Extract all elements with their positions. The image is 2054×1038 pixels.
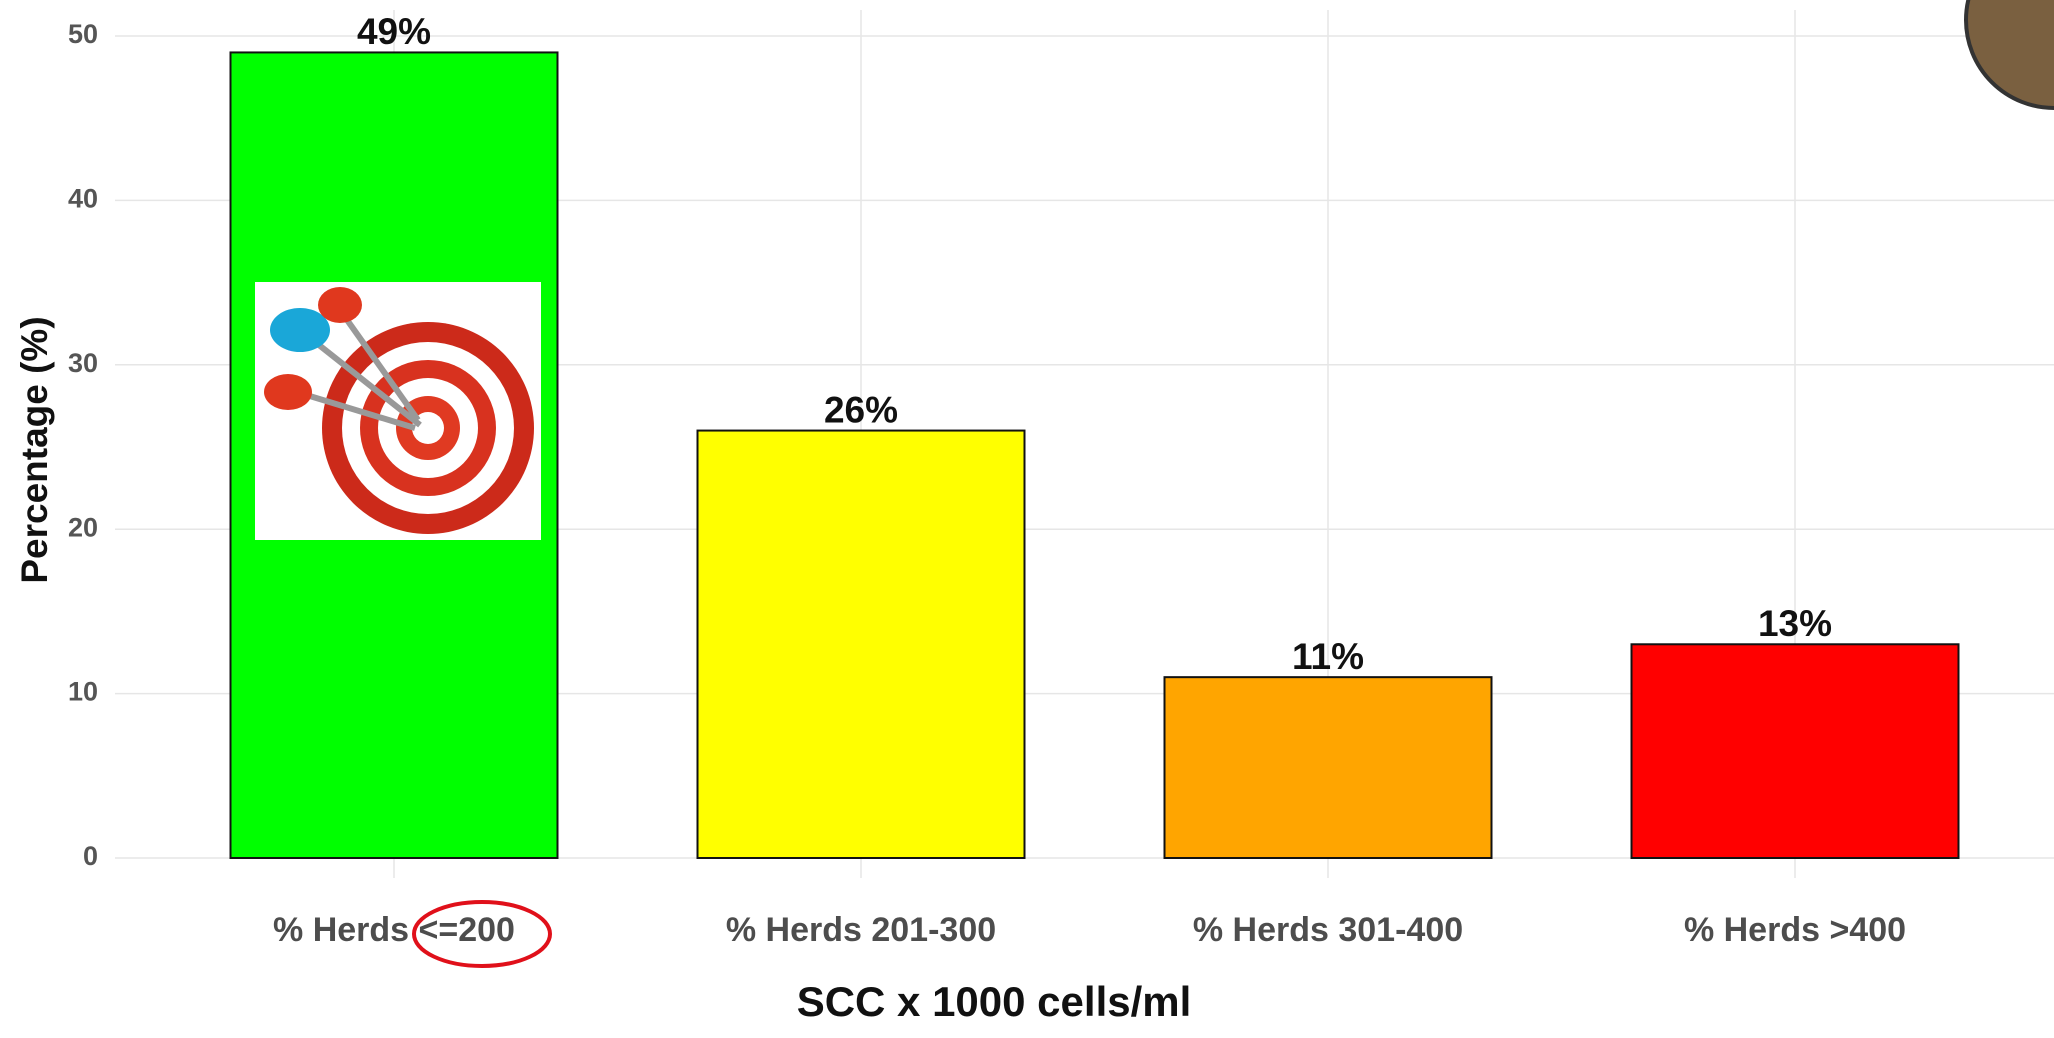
value-label: 11% <box>1292 636 1364 677</box>
x-tick-label: % Herds >400 <box>1684 911 1906 949</box>
value-label: 26% <box>824 389 898 430</box>
bar <box>1163 676 1493 859</box>
value-label: 49% <box>357 11 431 52</box>
y-tick-label: 40 <box>68 184 98 214</box>
bar <box>1630 643 1960 860</box>
corner-image <box>1964 0 2054 110</box>
y-tick-label: 30 <box>68 348 98 378</box>
x-axis-label: SCC x 1000 cells/ml <box>797 978 1192 1025</box>
x-tick-label: % Herds 201-300 <box>726 911 996 949</box>
y-tick-label: 10 <box>68 677 98 707</box>
value-label: 13% <box>1758 603 1832 644</box>
bar <box>696 429 1026 859</box>
y-tick-label: 50 <box>68 19 98 49</box>
highlight-ellipse <box>412 900 552 968</box>
y-tick-label: 0 <box>83 841 98 871</box>
x-tick-label: % Herds <=200 <box>273 911 515 949</box>
x-tick-label: % Herds 301-400 <box>1193 911 1463 949</box>
y-tick-label: 20 <box>68 512 98 542</box>
y-axis-label: Percentage (%) <box>14 316 55 583</box>
target-image <box>255 282 541 540</box>
